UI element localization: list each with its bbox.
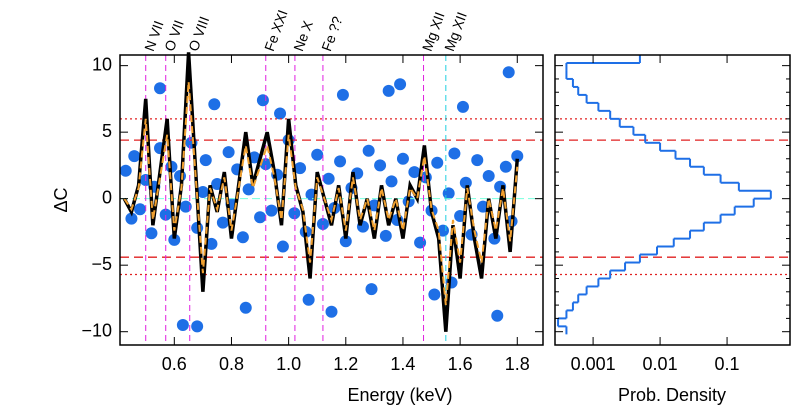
data-point xyxy=(428,288,441,301)
data-point xyxy=(276,240,289,253)
y-tick-label: 5 xyxy=(102,121,112,141)
plot-frame xyxy=(554,54,791,346)
data-point xyxy=(236,231,249,244)
model-line xyxy=(123,81,519,306)
data-point xyxy=(448,147,461,160)
data-point xyxy=(242,183,255,196)
data-point xyxy=(339,235,352,248)
data-point xyxy=(511,150,524,163)
data-point xyxy=(154,82,167,95)
data-point xyxy=(248,151,261,164)
plot-frame xyxy=(119,54,544,346)
data-point xyxy=(482,170,495,183)
x-tick-label: 0.01 xyxy=(643,354,678,374)
data-point xyxy=(491,309,504,322)
data-point xyxy=(362,144,375,157)
data-point xyxy=(145,227,158,240)
data-point xyxy=(336,88,349,101)
data-point xyxy=(379,229,392,242)
data-point xyxy=(325,305,338,318)
data-point xyxy=(414,236,427,249)
data-point xyxy=(128,150,141,163)
model-line xyxy=(122,52,520,332)
y-axis-label: ΔC xyxy=(51,187,71,212)
data-point xyxy=(408,166,421,179)
data-point xyxy=(256,94,269,107)
data-point xyxy=(196,186,209,199)
data-point xyxy=(179,200,192,213)
line-label: Ne X xyxy=(290,18,316,53)
line-label: Fe ?? xyxy=(318,14,345,53)
data-point xyxy=(382,84,395,97)
data-point xyxy=(365,283,378,296)
data-point xyxy=(176,319,189,332)
data-point xyxy=(222,146,235,159)
y-tick-label: 10 xyxy=(92,54,112,74)
x-tick-label: 1.2 xyxy=(333,354,358,374)
x-axis-label: Energy (keV) xyxy=(347,385,452,405)
data-point xyxy=(274,107,287,120)
data-point xyxy=(442,187,455,200)
x-tick-label: 1.4 xyxy=(390,354,415,374)
data-point xyxy=(302,293,315,306)
data-point xyxy=(431,156,444,169)
data-point xyxy=(394,78,407,91)
data-point xyxy=(239,301,252,314)
data-point xyxy=(374,159,387,172)
x-tick-label: 0.6 xyxy=(162,354,187,374)
data-point xyxy=(499,160,512,173)
data-point xyxy=(396,152,409,165)
data-point xyxy=(205,237,218,250)
data-point xyxy=(334,155,347,168)
x-tick-label: 0.1 xyxy=(715,354,740,374)
data-point xyxy=(168,233,181,246)
x-tick-label: 1.6 xyxy=(448,354,473,374)
y-tick-label: 0 xyxy=(102,187,112,207)
data-point xyxy=(134,203,147,216)
line-label: O VII xyxy=(161,18,187,53)
data-point xyxy=(208,98,221,111)
x-tick-label: 0.001 xyxy=(571,354,616,374)
data-point xyxy=(316,217,329,230)
x-tick-label: 1.8 xyxy=(505,354,530,374)
data-point xyxy=(294,162,307,175)
data-point xyxy=(125,212,138,225)
data-point xyxy=(254,211,267,224)
data-point xyxy=(502,66,515,79)
x-axis-label: Prob. Density xyxy=(618,385,726,405)
data-point xyxy=(471,154,484,167)
x-tick-label: 0.8 xyxy=(219,354,244,374)
line-label: Fe XXI xyxy=(261,8,291,54)
data-point xyxy=(199,154,212,167)
data-point xyxy=(119,164,132,177)
x-tick-label: 1.0 xyxy=(276,354,301,374)
y-tick-label: −10 xyxy=(81,320,112,340)
data-point xyxy=(216,216,229,229)
data-point xyxy=(191,320,204,333)
y-tick-label: −5 xyxy=(91,254,112,274)
data-point xyxy=(288,207,301,220)
data-point xyxy=(265,204,278,217)
data-point xyxy=(159,208,172,221)
data-point xyxy=(311,148,324,161)
data-point xyxy=(322,172,335,185)
data-point xyxy=(385,175,398,188)
data-point xyxy=(456,100,469,113)
line-label: O VIII xyxy=(185,14,212,53)
